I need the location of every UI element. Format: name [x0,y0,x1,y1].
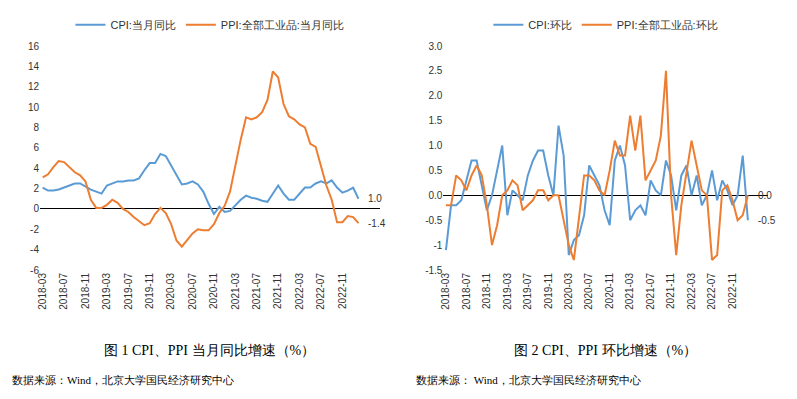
svg-text:-1.5: -1.5 [425,265,443,276]
svg-text:-0.5: -0.5 [425,215,443,226]
svg-text:2019-11: 2019-11 [144,273,155,309]
svg-text:1.0: 1.0 [428,140,442,151]
svg-text:2.5: 2.5 [428,65,442,76]
svg-text:-2: -2 [30,224,39,235]
svg-text:2019-03: 2019-03 [502,273,513,310]
svg-text:16: 16 [28,41,40,52]
svg-text:2: 2 [33,183,39,194]
svg-text:2020-07: 2020-07 [583,273,594,310]
svg-text:2020-03: 2020-03 [165,273,176,310]
svg-text:2022-11: 2022-11 [337,273,348,309]
svg-text:4: 4 [33,163,39,174]
svg-text:图 1 CPI、PPI 当月同比增速（%）: 图 1 CPI、PPI 当月同比增速（%） [104,343,315,358]
svg-text:2018-11: 2018-11 [80,273,91,309]
svg-text:2018-11: 2018-11 [481,273,492,309]
svg-text:10: 10 [28,102,40,113]
svg-text:2021-03: 2021-03 [624,273,635,310]
svg-text:-1: -1 [433,240,442,251]
svg-text:-1.4: -1.4 [368,218,386,229]
svg-text:2018-07: 2018-07 [58,273,69,310]
svg-text:数据来源：Wind，北京大学国民经济研究中心: 数据来源：Wind，北京大学国民经济研究中心 [12,374,234,386]
svg-text:3.0: 3.0 [428,41,442,52]
svg-text:CPI:环比: CPI:环比 [528,19,571,31]
svg-text:0.0: 0.0 [428,190,442,201]
svg-text:2022-11: 2022-11 [727,273,738,309]
svg-text:2021-07: 2021-07 [251,273,262,310]
svg-text:-0.5: -0.5 [758,215,776,226]
svg-text:2021-11: 2021-11 [665,273,676,309]
svg-text:-4: -4 [30,244,39,255]
svg-text:0.0: 0.0 [758,190,772,201]
svg-text:CPI:当月同比: CPI:当月同比 [110,19,175,31]
svg-text:图 2 CPI、PPI 环比增速（%）: 图 2 CPI、PPI 环比增速（%） [514,343,697,358]
svg-text:PPI:全部工业品:环比: PPI:全部工业品:环比 [617,19,718,31]
svg-text:2018-03: 2018-03 [37,273,48,310]
svg-text:1.5: 1.5 [428,115,442,126]
svg-text:8: 8 [33,122,39,133]
svg-text:0: 0 [33,203,39,214]
svg-text:2020-11: 2020-11 [208,273,219,309]
svg-text:0.5: 0.5 [428,165,442,176]
svg-text:2020-07: 2020-07 [187,273,198,310]
svg-text:PPI:全部工业品:当月同比: PPI:全部工业品:当月同比 [221,19,344,31]
svg-text:2019-03: 2019-03 [101,273,112,310]
svg-text:2020-11: 2020-11 [604,273,615,309]
svg-text:2018-03: 2018-03 [440,273,451,310]
svg-text:14: 14 [28,61,40,72]
svg-text:2019-07: 2019-07 [522,273,533,310]
svg-text:2018-07: 2018-07 [461,273,472,310]
svg-text:数据来源： Wind，北京大学国民经济研究中心: 数据来源： Wind，北京大学国民经济研究中心 [416,374,641,386]
svg-text:2021-11: 2021-11 [272,273,283,309]
svg-text:2019-11: 2019-11 [543,273,554,309]
svg-text:2019-07: 2019-07 [123,273,134,310]
svg-text:1.0: 1.0 [368,193,382,204]
svg-text:-6: -6 [30,265,39,276]
svg-text:2022-03: 2022-03 [686,273,697,310]
svg-text:2022-03: 2022-03 [294,273,305,310]
svg-text:2021-03: 2021-03 [230,273,241,310]
svg-text:2.0: 2.0 [428,90,442,101]
svg-text:6: 6 [33,142,39,153]
svg-text:2020-03: 2020-03 [563,273,574,310]
svg-text:2021-07: 2021-07 [645,273,656,310]
svg-text:2022-07: 2022-07 [315,273,326,310]
svg-text:2022-07: 2022-07 [706,273,717,310]
svg-text:12: 12 [28,81,40,92]
